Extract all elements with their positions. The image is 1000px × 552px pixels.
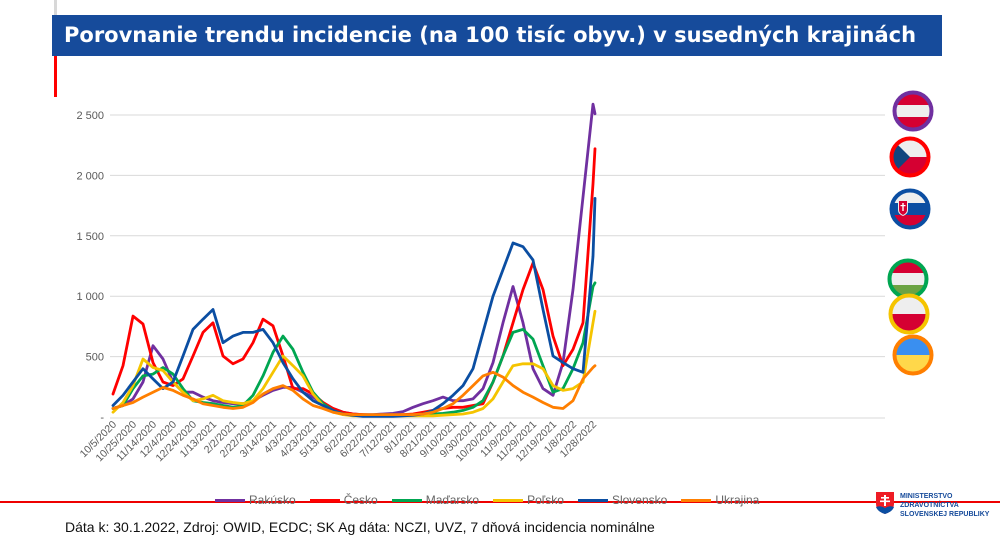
legend-label: Maďarsko [425, 493, 480, 507]
legend-label: Ukrajina [715, 493, 760, 507]
legend-swatch [391, 498, 422, 502]
legend-item: Ukrajina [681, 493, 759, 507]
legend-label: Rakúsko [249, 493, 296, 507]
y-tick-label: 500 [86, 352, 104, 364]
slovak-coat-of-arms-icon [876, 492, 894, 514]
source-note: Dáta k: 30.1.2022, Zdroj: OWID, ECDC; SK… [65, 519, 655, 535]
y-tick-label: 2 500 [76, 110, 104, 122]
series-line-rakúsko [111, 102, 597, 417]
legend-label: Česko [343, 493, 378, 507]
legend-item: Česko [309, 493, 378, 507]
legend-swatch [681, 498, 712, 502]
poland-flag-icon [888, 293, 930, 335]
y-tick-label: 1 500 [76, 231, 104, 243]
series-line-česko [111, 147, 597, 417]
logo-line-2: ZDRAVOTNÍCTVA [900, 502, 959, 509]
chart-legend: Rakúsko Česko Maďarsko Poľsko Slovensko Ukraj… [215, 493, 759, 507]
legend-swatch [215, 498, 245, 502]
legend-swatch [493, 498, 524, 502]
series-line-slovensko [111, 196, 597, 418]
legend-label: Slovensko [611, 493, 668, 507]
footer-divider [0, 501, 1000, 503]
legend-swatch [577, 498, 608, 502]
logo-line-3: SLOVENSKEJ REPUBLIKY [900, 511, 990, 518]
slide-title: Porovnanie trendu incidencie (na 100 tis… [52, 15, 942, 56]
decor-line-grey [54, 0, 57, 15]
legend-item: Maďarsko [391, 493, 480, 507]
legend-item: Slovensko [577, 493, 668, 507]
series-line-ukrajina [111, 364, 597, 417]
legend-item: Rakúsko [215, 493, 296, 507]
ministry-logo: MINISTERSTVO ZDRAVOTNÍCTVA SLOVENSKEJ RE… [876, 492, 989, 519]
legend-item: Poľsko [493, 493, 564, 507]
slovakia-flag-icon [889, 188, 931, 230]
y-tick-label: 1 000 [76, 291, 104, 303]
legend-label: Poľsko [527, 493, 564, 507]
y-tick-label: 2 000 [76, 170, 104, 182]
y-tick-label: - [100, 412, 104, 424]
legend-swatch [309, 498, 340, 502]
ukraine-flag-icon [892, 334, 934, 376]
logo-line-1: MINISTERSTVO [900, 493, 953, 500]
austria-flag-icon [892, 90, 934, 132]
decor-line-red [54, 56, 57, 97]
czech-flag-icon [889, 136, 931, 178]
